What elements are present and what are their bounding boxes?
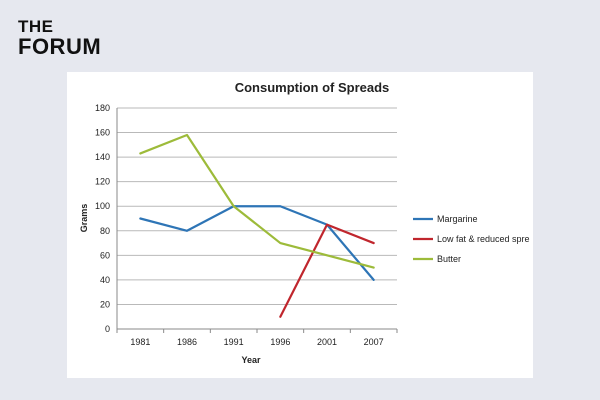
- legend-label-0: Margarine: [437, 214, 478, 224]
- chart-title: Consumption of Spreads: [235, 80, 390, 95]
- x-tick-label-1981: 1981: [130, 337, 150, 347]
- gridlines: [116, 107, 398, 333]
- y-tick-label-20: 20: [100, 299, 110, 309]
- legend-label-2: Butter: [437, 254, 461, 264]
- brand-logo: THE FORUM: [18, 18, 101, 58]
- y-tick-labels: 0 20 40 60 80 100 120 140 160 180: [95, 103, 110, 334]
- y-tick-label-40: 40: [100, 275, 110, 285]
- y-tick-label-140: 140: [95, 152, 110, 162]
- y-tick-label-180: 180: [95, 103, 110, 113]
- x-tick-label-2007: 2007: [364, 337, 384, 347]
- x-tick-label-2001: 2001: [317, 337, 337, 347]
- x-tick-labels: 1981 1986 1991 1996 2001 2007: [130, 337, 383, 347]
- x-tick-label-1991: 1991: [224, 337, 244, 347]
- x-tick-label-1996: 1996: [270, 337, 290, 347]
- x-tick-label-1986: 1986: [177, 337, 197, 347]
- y-tick-label-100: 100: [95, 201, 110, 211]
- brand-line-2: FORUM: [18, 34, 102, 59]
- series-line-butter: [139, 133, 375, 269]
- y-tick-label-160: 160: [95, 128, 110, 138]
- line-chart: Consumption of Spreads 0 20 40 60 80 100 120 14…: [79, 80, 530, 365]
- y-axis-label: Grams: [79, 204, 89, 233]
- y-tick-label-120: 120: [95, 177, 110, 187]
- legend: Margarine Low fat & reduced spre Butter: [413, 214, 530, 264]
- y-tick-label-60: 60: [100, 250, 110, 260]
- y-tick-label-80: 80: [100, 226, 110, 236]
- series-lines: [139, 133, 375, 318]
- brand-line-1: THE: [18, 17, 54, 36]
- series-line-margarine: [139, 205, 375, 281]
- y-tick-label-0: 0: [105, 324, 110, 334]
- series-line-low-fat-reduced-spre: [279, 223, 375, 318]
- x-axis-label: Year: [241, 355, 261, 365]
- legend-label-1: Low fat & reduced spre: [437, 234, 530, 244]
- chart-card: Consumption of Spreads 0 20 40 60 80 100 120 14…: [67, 72, 533, 378]
